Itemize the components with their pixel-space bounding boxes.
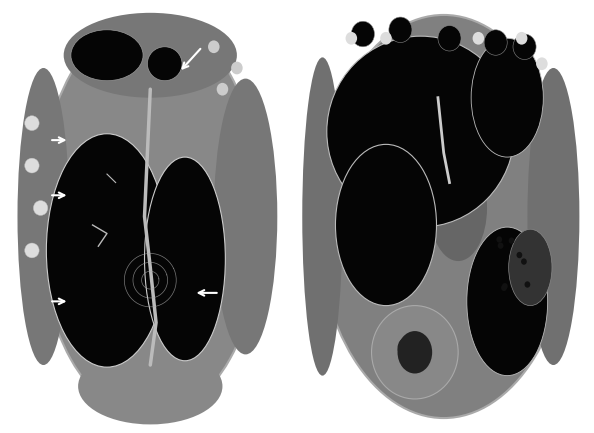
Ellipse shape [389,17,412,42]
Ellipse shape [317,15,571,418]
Ellipse shape [25,116,39,131]
Text: A: A [17,393,33,412]
Ellipse shape [502,283,508,289]
Ellipse shape [497,236,502,242]
Ellipse shape [508,237,514,244]
Ellipse shape [521,259,527,265]
Ellipse shape [498,242,504,249]
Ellipse shape [525,281,530,288]
Ellipse shape [508,229,552,306]
Ellipse shape [351,21,374,47]
Ellipse shape [217,83,228,96]
Ellipse shape [536,58,548,70]
Ellipse shape [473,32,484,45]
Ellipse shape [64,13,237,98]
Ellipse shape [46,134,168,367]
Ellipse shape [327,36,514,227]
Ellipse shape [397,331,432,374]
Ellipse shape [346,32,357,45]
Ellipse shape [516,32,527,45]
Ellipse shape [17,68,69,365]
Ellipse shape [33,200,48,216]
Ellipse shape [527,68,579,365]
Ellipse shape [429,155,487,261]
Ellipse shape [517,252,522,258]
Ellipse shape [147,47,182,81]
Ellipse shape [513,34,536,59]
Text: B: B [311,393,326,412]
Ellipse shape [467,227,548,375]
Ellipse shape [144,157,225,361]
Ellipse shape [372,306,458,399]
Ellipse shape [71,30,143,81]
Ellipse shape [336,144,437,306]
Ellipse shape [231,61,243,74]
Ellipse shape [380,32,392,45]
Ellipse shape [484,30,507,55]
Ellipse shape [78,348,223,424]
Ellipse shape [438,26,461,51]
Ellipse shape [397,337,415,359]
Ellipse shape [214,78,277,354]
Ellipse shape [25,243,39,258]
Ellipse shape [471,38,544,157]
Ellipse shape [208,40,220,53]
Ellipse shape [302,57,343,375]
Ellipse shape [501,284,507,291]
Ellipse shape [25,158,39,173]
Ellipse shape [37,15,263,418]
